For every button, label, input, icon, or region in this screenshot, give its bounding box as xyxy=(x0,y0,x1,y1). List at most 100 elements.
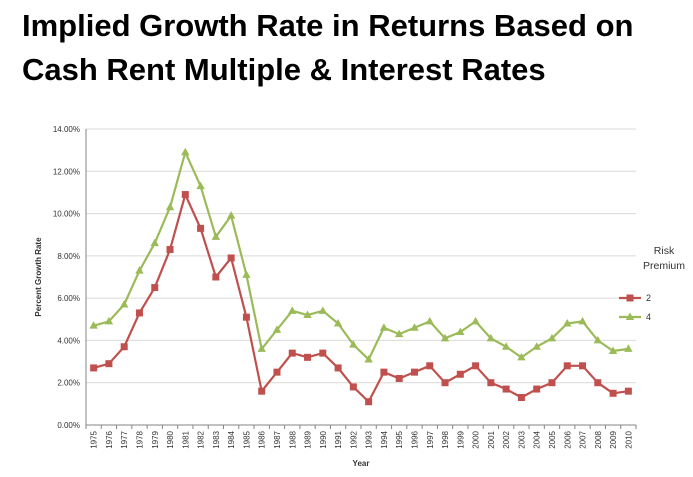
series-4-point xyxy=(104,316,114,325)
series-2-point xyxy=(349,383,357,391)
y-tick-label: 4.00% xyxy=(57,336,80,345)
series-2-point xyxy=(579,362,587,370)
x-tick-label: 2005 xyxy=(548,430,557,448)
series-2-point xyxy=(258,387,266,395)
series-4-point xyxy=(226,211,236,219)
y-tick-label: 14.00% xyxy=(53,125,80,134)
series-2-point xyxy=(242,313,250,321)
y-tick-label: 0.00% xyxy=(57,421,80,430)
series-2-point xyxy=(151,284,159,292)
series-2-point xyxy=(517,394,525,402)
series-4-point xyxy=(517,352,526,361)
x-tick-label: 1977 xyxy=(120,430,129,448)
series-4-point xyxy=(532,342,541,350)
series-4-point xyxy=(242,270,251,278)
chart-title-line1: Implied Growth Rate in Returns Based on xyxy=(22,8,634,43)
series-4-point xyxy=(394,329,404,338)
series-2-point xyxy=(563,362,571,370)
legend-title-line1: Risk xyxy=(653,245,675,257)
x-tick-label: 1979 xyxy=(151,430,160,448)
series-4-point xyxy=(211,232,221,240)
series-2-point xyxy=(533,385,541,393)
series-4-point xyxy=(119,299,129,308)
series-2-point xyxy=(410,368,418,376)
legend-title: Risk Premium xyxy=(634,244,693,274)
series-2-point xyxy=(487,379,495,387)
series-4-point xyxy=(486,333,496,342)
y-tick-label: 2.00% xyxy=(57,379,80,388)
series-2-point xyxy=(227,254,235,262)
x-tick-label: 1998 xyxy=(441,430,450,448)
x-tick-label: 1996 xyxy=(410,430,419,448)
series-4-point xyxy=(364,354,373,363)
series-4-point xyxy=(272,325,282,333)
series-2-point xyxy=(456,370,464,378)
x-tick-label: 1992 xyxy=(349,430,358,448)
x-tick-label: 1993 xyxy=(365,430,374,448)
x-tick-label: 1976 xyxy=(105,430,114,448)
series-2-point xyxy=(197,224,205,232)
series-4-point xyxy=(150,238,159,247)
series-2-point xyxy=(334,364,342,372)
series-4-point xyxy=(257,344,266,352)
x-tick-label: 1987 xyxy=(273,430,282,448)
x-tick-label: 2007 xyxy=(579,430,588,448)
x-tick-label: 2008 xyxy=(594,430,603,448)
series-2-point xyxy=(319,349,327,357)
x-tick-label: 1985 xyxy=(242,430,251,448)
series-2-point xyxy=(273,368,281,376)
x-tick-label: 1982 xyxy=(197,430,206,448)
series-4-point xyxy=(471,316,480,325)
x-tick-label: 1975 xyxy=(90,430,99,448)
x-tick-label: 1991 xyxy=(334,430,343,448)
legend-label-series-2: 2 xyxy=(646,293,652,303)
series-4-point xyxy=(425,316,434,325)
series-2-point xyxy=(135,309,143,317)
series-2-point xyxy=(304,353,312,361)
series-4-point xyxy=(196,181,205,190)
series-2-point xyxy=(594,379,602,387)
x-tick-label: 2009 xyxy=(609,430,618,448)
x-tick-label: 1990 xyxy=(319,430,328,448)
x-tick-label: 1978 xyxy=(135,430,144,448)
x-tick-label: 1989 xyxy=(304,430,313,448)
legend-label-series-4: 4 xyxy=(646,312,652,322)
series-2-point xyxy=(365,398,373,406)
series-4-point xyxy=(181,147,190,156)
series-2-point xyxy=(166,246,174,254)
series-4-point xyxy=(456,327,465,335)
series-2-point xyxy=(181,191,189,199)
series-4-point xyxy=(379,323,389,331)
series-4-point xyxy=(624,344,633,352)
series-4-point xyxy=(89,321,98,329)
y-tick-label: 8.00% xyxy=(57,252,80,261)
x-tick-label: 2002 xyxy=(502,430,511,448)
series-2-point xyxy=(548,379,556,387)
series-2-point xyxy=(120,343,128,351)
x-tick-label: 1995 xyxy=(395,430,404,448)
series-4-point xyxy=(135,266,144,274)
x-tick-label: 1994 xyxy=(380,430,389,448)
series-2-point xyxy=(624,387,632,395)
series-4-point xyxy=(288,306,297,314)
series-4-point xyxy=(165,202,175,211)
series-4-point xyxy=(501,342,511,350)
legend-marker-series-2 xyxy=(626,294,634,302)
x-tick-label: 1986 xyxy=(258,430,267,448)
series-4-point xyxy=(410,323,419,331)
series-2-point xyxy=(380,368,388,376)
chart-title-line2: Cash Rent Multiple & Interest Rates xyxy=(22,52,546,87)
series-4-point xyxy=(547,333,557,342)
x-tick-label: 1984 xyxy=(227,430,236,448)
x-tick-label: 1988 xyxy=(288,430,297,448)
x-tick-label: 1983 xyxy=(212,430,221,448)
x-tick-label: 2001 xyxy=(487,430,496,448)
series-2-point xyxy=(105,360,113,368)
x-tick-label: 2006 xyxy=(563,430,572,448)
x-tick-label: 1997 xyxy=(426,430,435,448)
series-4-point xyxy=(349,340,358,348)
legend-title-line2: Premium xyxy=(642,260,685,272)
series-2-point xyxy=(395,374,403,382)
series-4-point xyxy=(303,310,312,319)
series-2-point xyxy=(472,362,480,370)
